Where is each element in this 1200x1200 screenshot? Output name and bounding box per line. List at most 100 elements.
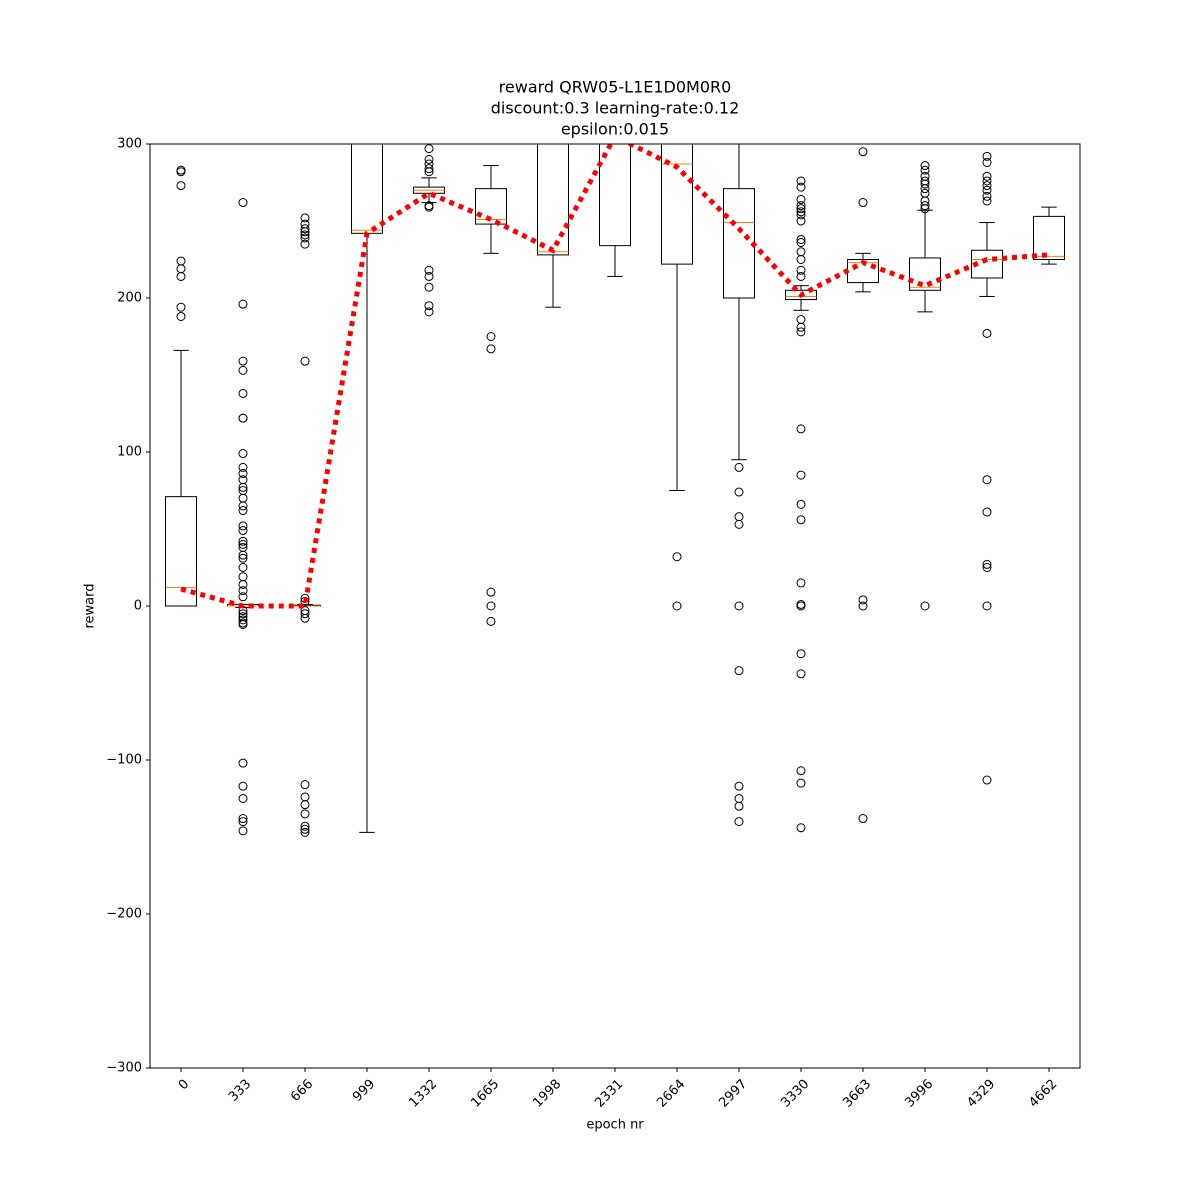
- outlier: [858, 147, 868, 157]
- outlier: [796, 778, 806, 788]
- outlier: [238, 449, 248, 459]
- outlier: [796, 194, 806, 204]
- outlier: [734, 666, 744, 676]
- y-tick-label: 200: [117, 291, 142, 306]
- outlier: [796, 271, 806, 281]
- outlier: [920, 165, 930, 175]
- box: [165, 496, 197, 607]
- outlier: [176, 311, 186, 321]
- outlier: [300, 613, 310, 623]
- outlier: [796, 238, 806, 248]
- outlier: [982, 507, 992, 517]
- outlier: [238, 572, 248, 582]
- outlier: [796, 499, 806, 509]
- y-axis-label: reward: [83, 583, 98, 628]
- outlier: [424, 271, 434, 281]
- outlier: [300, 227, 310, 237]
- x-axis-label: epoch nr: [586, 1118, 644, 1133]
- box: [661, 144, 693, 265]
- outlier: [920, 204, 930, 214]
- outlier: [734, 519, 744, 529]
- outlier: [300, 219, 310, 229]
- outlier: [300, 809, 310, 819]
- outlier: [238, 817, 248, 827]
- outlier: [238, 388, 248, 398]
- outlier: [796, 424, 806, 434]
- outlier: [858, 198, 868, 208]
- outlier: [796, 470, 806, 480]
- outlier: [796, 216, 806, 226]
- outlier: [300, 824, 310, 834]
- outlier: [486, 616, 496, 626]
- outlier: [796, 669, 806, 679]
- x-tick-label: 4329: [964, 1077, 998, 1111]
- outlier: [796, 210, 806, 220]
- outlier: [486, 587, 496, 597]
- outlier: [300, 792, 310, 802]
- outlier: [486, 601, 496, 611]
- outlier: [300, 239, 310, 249]
- outlier: [982, 563, 992, 572]
- outlier: [796, 201, 806, 211]
- outlier: [796, 315, 806, 325]
- outlier: [238, 526, 248, 536]
- outlier: [982, 328, 992, 338]
- x-tick-label: 4662: [1026, 1077, 1060, 1111]
- outlier: [734, 781, 744, 791]
- outlier: [796, 578, 806, 588]
- plot-area: [165, 144, 1065, 837]
- outlier: [176, 271, 186, 281]
- outlier: [982, 475, 992, 485]
- outlier: [300, 593, 310, 603]
- outlier: [238, 365, 248, 375]
- x-tick-label: 2664: [654, 1077, 688, 1111]
- outlier: [238, 592, 248, 602]
- outlier: [424, 282, 434, 292]
- outlier: [734, 462, 744, 472]
- outlier: [734, 817, 744, 827]
- outlier: [238, 826, 248, 836]
- outlier: [424, 167, 434, 177]
- outlier: [238, 462, 248, 472]
- outlier: [796, 207, 806, 217]
- outlier: [796, 182, 806, 192]
- outlier: [424, 307, 434, 317]
- outlier: [238, 758, 248, 768]
- outlier: [858, 595, 868, 605]
- outlier: [982, 775, 992, 785]
- x-tick-label: 2331: [592, 1077, 626, 1111]
- outlier: [238, 539, 248, 549]
- outlier: [300, 821, 310, 831]
- outlier: [238, 299, 248, 309]
- outlier: [238, 521, 248, 531]
- outlier: [920, 161, 930, 171]
- outlier: [238, 536, 248, 546]
- outlier: [238, 501, 248, 511]
- outlier: [238, 619, 248, 629]
- x-tick-label: 0: [176, 1077, 192, 1093]
- outlier: [796, 322, 806, 332]
- x-tick-label: 333: [226, 1077, 254, 1105]
- outlier: [238, 198, 248, 208]
- outlier: [796, 327, 806, 337]
- outlier: [300, 213, 310, 223]
- outlier: [796, 649, 806, 659]
- outlier: [734, 801, 744, 811]
- outlier: [796, 204, 806, 214]
- box: [785, 289, 817, 301]
- outlier: [424, 301, 434, 311]
- outlier: [486, 344, 496, 354]
- outlier: [734, 601, 744, 611]
- outlier: [300, 356, 310, 366]
- outlier: [858, 814, 868, 824]
- outlier: [672, 601, 682, 611]
- outlier: [796, 601, 806, 611]
- outlier: [238, 482, 248, 492]
- x-tick-label: 999: [350, 1077, 378, 1105]
- x-tick-label: 1665: [468, 1077, 502, 1111]
- outlier: [858, 601, 868, 611]
- outlier: [424, 164, 434, 174]
- outlier: [920, 179, 930, 189]
- outlier: [238, 794, 248, 803]
